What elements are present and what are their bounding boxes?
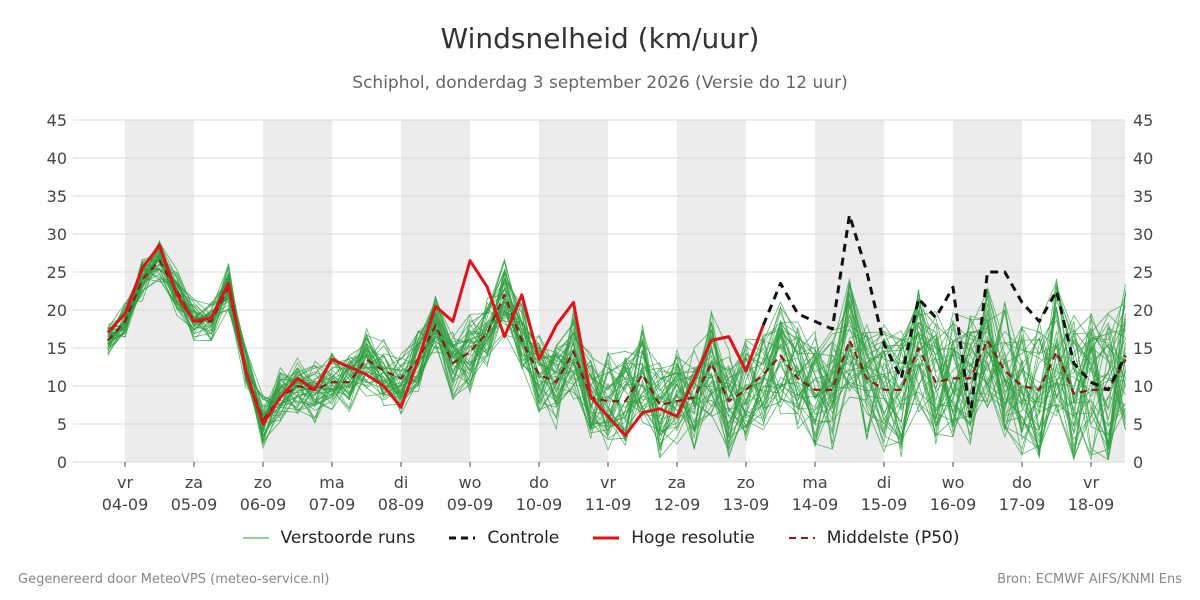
ensemble-run-line xyxy=(107,264,1126,454)
chart-title: Windsnelheid (km/uur) xyxy=(440,22,760,55)
x-tick-date: 10-09 xyxy=(516,495,563,514)
y-tick-right: 40 xyxy=(1133,149,1153,168)
x-tick-day: wo xyxy=(942,473,965,492)
legend-label-control: Controle xyxy=(487,528,560,548)
x-tick-date: 13-09 xyxy=(723,495,770,514)
chart-subtitle: Schiphol, donderdag 3 september 2026 (Ve… xyxy=(352,73,848,93)
legend-swatch-control xyxy=(449,536,476,540)
x-tick-day: ma xyxy=(802,473,827,492)
legend-label-median: Middelste (P50) xyxy=(826,528,960,548)
series-line-2 xyxy=(106,259,1127,422)
x-tick-date: 05-09 xyxy=(171,495,218,514)
y-tick-right: 0 xyxy=(1133,453,1143,472)
x-tick-date: 04-09 xyxy=(102,495,149,514)
footer-generated-by: Gegenereerd door MeteoVPS (meteo-service… xyxy=(18,572,330,587)
legend-item-control: Controle xyxy=(447,528,559,548)
y-tick-right: 25 xyxy=(1133,263,1153,282)
x-tick-day: za xyxy=(185,473,203,492)
day-band xyxy=(401,120,470,462)
y-tick-right: 20 xyxy=(1133,301,1153,320)
x-tick-date: 08-09 xyxy=(378,495,425,514)
x-tick-day: do xyxy=(1012,473,1032,492)
x-tick-date: 18-09 xyxy=(1068,495,1115,514)
ensemble-run-line xyxy=(107,251,1126,445)
footer-source: Bron: ECMWF AIFS/KNMI Ens xyxy=(997,572,1182,587)
legend-label-high-res: Hoge resolutie xyxy=(631,528,755,548)
x-tick-labels: vr 04-09 za 05-09 zo 06-09 ma 07-09 di 08-09 wo 09-… xyxy=(102,462,1115,514)
x-tick-day: zo xyxy=(254,473,272,492)
legend-item-high-res: Hoge resolutie xyxy=(591,528,755,548)
ensemble-run-line xyxy=(107,254,1126,460)
x-tick-date: 14-09 xyxy=(792,495,839,514)
x-tick-date: 09-09 xyxy=(447,495,494,514)
y-tick-right: 35 xyxy=(1133,187,1153,206)
y-tick-left: 25 xyxy=(47,263,67,282)
ensemble-run-line xyxy=(107,250,1126,458)
legend: Verstoorde runs Controle Hoge resolutie … xyxy=(0,528,1200,548)
ensemble-run-line xyxy=(107,266,1126,452)
x-tick-date: 07-09 xyxy=(309,495,356,514)
y-tick-left: 15 xyxy=(47,339,67,358)
main-lines xyxy=(106,213,1127,437)
x-tick-day: vr xyxy=(600,473,616,492)
x-tick-day: wo xyxy=(459,473,482,492)
x-tick-day: ma xyxy=(319,473,344,492)
x-tick-day: do xyxy=(529,473,549,492)
y-tick-labels: 0 0 5 5 10 10 15 15 20 20 25 25 30 30 35 35 40 40 45 45 xyxy=(47,111,1154,472)
x-tick-day: vr xyxy=(117,473,133,492)
y-tick-right: 15 xyxy=(1133,339,1153,358)
y-tick-left: 40 xyxy=(47,149,67,168)
y-tick-left: 35 xyxy=(47,187,67,206)
x-tick-day: zo xyxy=(737,473,755,492)
legend-item-median: Middelste (P50) xyxy=(787,528,960,548)
x-tick-date: 15-09 xyxy=(861,495,908,514)
y-tick-left: 30 xyxy=(47,225,67,244)
y-tick-left: 5 xyxy=(57,415,67,434)
legend-swatch-perturbed xyxy=(242,537,269,539)
y-tick-right: 10 xyxy=(1133,377,1153,396)
y-tick-right: 45 xyxy=(1133,111,1153,130)
legend-swatch-high-res xyxy=(593,536,620,540)
series-line-0 xyxy=(106,243,765,437)
legend-item-perturbed: Verstoorde runs xyxy=(241,528,416,548)
legend-swatch-median xyxy=(788,537,815,539)
ensemble-run-line xyxy=(107,273,1126,440)
x-tick-date: 11-09 xyxy=(585,495,632,514)
y-tick-left: 45 xyxy=(47,111,67,130)
legend-label-perturbed: Verstoorde runs xyxy=(280,528,416,548)
x-tick-day: di xyxy=(877,473,892,492)
x-tick-day: vr xyxy=(1083,473,1099,492)
y-tick-left: 0 xyxy=(57,453,67,472)
y-tick-left: 20 xyxy=(47,301,67,320)
x-tick-day: za xyxy=(668,473,686,492)
y-tick-right: 30 xyxy=(1133,225,1153,244)
x-tick-date: 17-09 xyxy=(999,495,1046,514)
ensemble-run-line xyxy=(107,254,1126,455)
y-tick-right: 5 xyxy=(1133,415,1143,434)
series-line-1 xyxy=(761,213,1127,418)
y-tick-left: 10 xyxy=(47,377,67,396)
x-tick-date: 16-09 xyxy=(930,495,977,514)
x-tick-date: 12-09 xyxy=(654,495,701,514)
x-tick-day: di xyxy=(394,473,409,492)
ensemble-run-line xyxy=(107,267,1126,461)
x-tick-date: 06-09 xyxy=(240,495,287,514)
